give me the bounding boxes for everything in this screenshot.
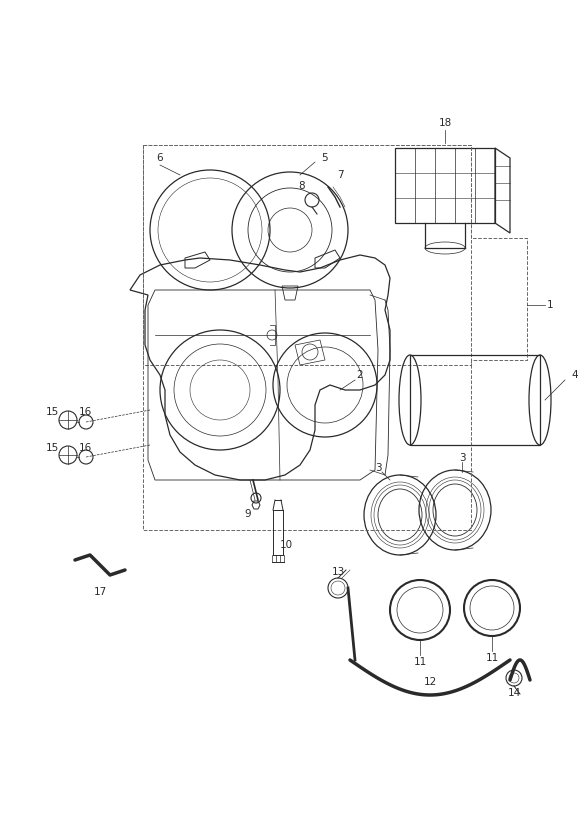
Bar — [143, 145, 471, 365]
Text: 6: 6 — [157, 153, 163, 163]
Text: 15: 15 — [45, 443, 59, 453]
Text: 16: 16 — [78, 443, 92, 453]
Text: 4: 4 — [572, 370, 578, 380]
Text: 16: 16 — [78, 407, 92, 417]
Text: 11: 11 — [413, 657, 427, 667]
Text: 15: 15 — [45, 407, 59, 417]
Text: 1: 1 — [547, 300, 553, 310]
Bar — [395, 148, 495, 223]
Text: 3: 3 — [459, 453, 465, 463]
Text: 7: 7 — [337, 170, 343, 180]
Text: 2: 2 — [357, 370, 363, 380]
Text: 13: 13 — [331, 567, 345, 577]
Text: 11: 11 — [486, 653, 498, 663]
Bar — [410, 355, 540, 445]
Text: 8: 8 — [298, 181, 305, 191]
Text: 9: 9 — [245, 509, 251, 519]
Text: 12: 12 — [423, 677, 437, 687]
Text: 18: 18 — [438, 118, 452, 128]
Text: 10: 10 — [279, 540, 293, 550]
Text: 14: 14 — [507, 688, 521, 698]
Text: 5: 5 — [322, 153, 328, 163]
Text: 17: 17 — [93, 587, 107, 597]
Text: 3: 3 — [375, 463, 381, 473]
